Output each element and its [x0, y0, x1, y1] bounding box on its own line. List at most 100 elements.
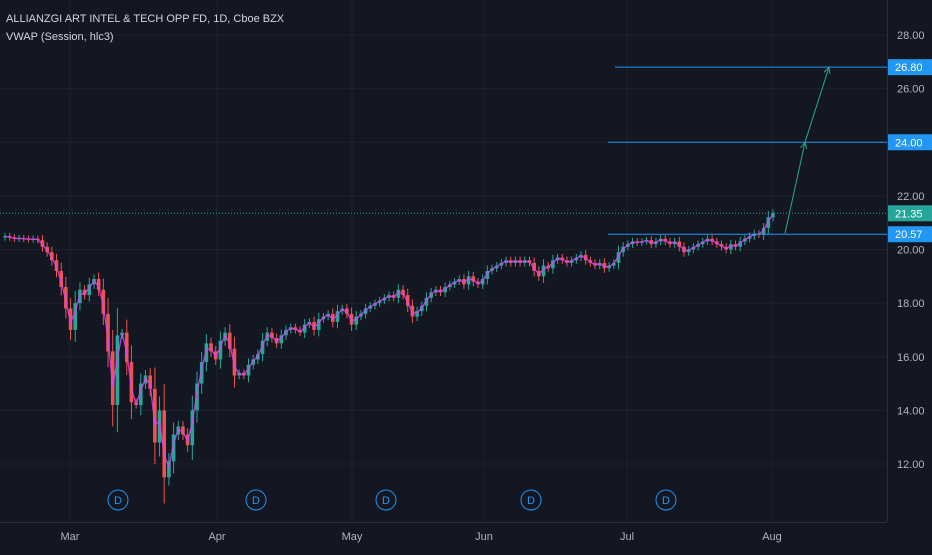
projection-arrow: [784, 66, 831, 234]
dividend-circle: [375, 489, 397, 511]
vwap-polyline: [4, 214, 774, 469]
candle-body: [73, 303, 78, 330]
candle-body: [54, 260, 59, 271]
candle-body: [171, 434, 176, 462]
candle-body: [87, 284, 92, 296]
candle-body: [331, 313, 335, 322]
candle-body: [443, 287, 447, 293]
dividend-marker[interactable]: D: [655, 489, 677, 511]
candle-body: [195, 383, 199, 411]
y-tick-label: 26.00: [897, 84, 925, 96]
axes: 12.00 14.00 16.00 18.00 20.00 22.00 24.00 26.00…: [0, 0, 932, 543]
candle-body: [204, 343, 209, 363]
price-label: 24.00: [895, 137, 923, 149]
candle-body: [124, 332, 129, 363]
candle-body: [246, 364, 251, 376]
arrow-head: [800, 141, 808, 150]
horizontal-levels: [0, 66, 887, 235]
candle-body: [738, 241, 743, 247]
dividend-marker[interactable]: D: [520, 489, 542, 511]
y-tick-label: 14.00: [897, 405, 925, 417]
candle-body: [415, 311, 419, 317]
chart-legend[interactable]: ALLIANZGI ART INTEL & TECH OPP FD, 1D, C…: [6, 10, 284, 46]
dividend-circle: [107, 489, 129, 511]
candle-body: [129, 362, 134, 403]
candle-body: [167, 461, 171, 478]
candle-body: [729, 244, 733, 250]
candle-body: [110, 351, 115, 406]
candle-body: [677, 241, 682, 247]
candle-body: [405, 295, 410, 306]
candle-body: [64, 287, 68, 309]
y-tick-label: 18.00: [897, 298, 925, 310]
dividend-letter: D: [662, 495, 670, 507]
candle-body: [232, 348, 237, 376]
candle-body: [335, 311, 340, 322]
candle-body: [541, 265, 546, 277]
candle-body: [218, 340, 223, 360]
candle-body: [190, 410, 195, 446]
y-tick-label: 20.00: [897, 245, 925, 257]
candle-body: [532, 262, 536, 271]
candle-body: [349, 313, 354, 325]
candle-body: [410, 305, 415, 317]
candle-body: [199, 362, 204, 384]
x-tick-label: Apr: [208, 531, 225, 543]
price-label: 26.80: [895, 62, 923, 74]
candle-body: [401, 289, 405, 296]
candle-body: [766, 217, 771, 229]
candle-body: [761, 228, 766, 235]
candle-body: [302, 324, 307, 333]
candle-body: [115, 335, 120, 406]
dividend-letter: D: [252, 495, 260, 507]
price-label: 20.57: [895, 229, 923, 241]
candle-body: [153, 388, 157, 443]
candle-body: [583, 254, 588, 261]
price-label-box: [888, 134, 932, 151]
candle-body: [148, 375, 152, 389]
candle-body: [354, 316, 359, 325]
vwap-line: [4, 214, 774, 469]
indicator-title: VWAP (Session, hlc3): [6, 31, 114, 43]
candle-body: [485, 270, 490, 279]
candle-body: [96, 278, 101, 290]
candle-body: [396, 289, 401, 298]
x-tick-label: Aug: [762, 531, 782, 543]
candle-body: [270, 332, 274, 338]
candle-body: [162, 410, 167, 478]
candle-body: [139, 383, 143, 406]
candle-body: [602, 262, 607, 269]
y-tick-label: 22.00: [897, 191, 925, 203]
candle-body: [466, 276, 471, 285]
price-label-box: [888, 226, 932, 243]
dividend-marker[interactable]: D: [245, 489, 267, 511]
y-tick-label: 28.00: [897, 30, 925, 42]
dividend-letter: D: [114, 495, 122, 507]
candle-body: [50, 252, 54, 261]
candle-body: [480, 278, 485, 285]
candle-body: [227, 332, 232, 349]
dividend-letter: D: [382, 495, 390, 507]
dividend-circle: [655, 489, 677, 511]
candle-body: [59, 270, 63, 288]
candle-body: [260, 340, 265, 355]
candle-body: [424, 297, 429, 306]
candle-body: [316, 319, 321, 330]
grid: [0, 0, 887, 522]
last-price-label: 21.35: [895, 208, 923, 220]
candle-body: [101, 289, 106, 314]
candle-body: [209, 343, 213, 352]
y-tick-label: 12.00: [897, 459, 925, 471]
x-tick-label: Mar: [61, 531, 80, 543]
dividend-circle: [520, 489, 542, 511]
dividend-marker[interactable]: D: [375, 489, 397, 511]
candle-body: [471, 276, 476, 282]
candle-body: [157, 410, 162, 443]
dividend-marker[interactable]: D: [107, 489, 129, 511]
candle-body: [106, 313, 110, 352]
y-tick-label: 16.00: [897, 352, 925, 364]
